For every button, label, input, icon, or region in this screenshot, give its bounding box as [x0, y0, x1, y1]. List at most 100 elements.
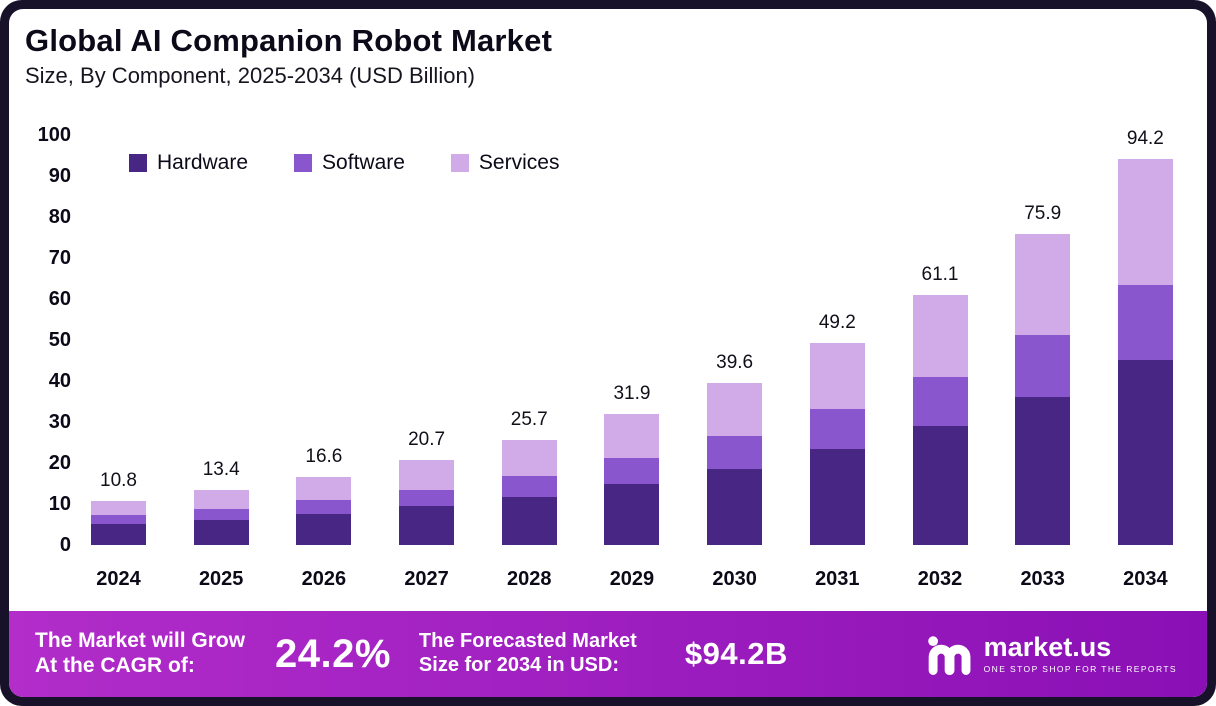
bar-value-label: 20.7: [408, 429, 446, 451]
x-axis-label: 2024: [96, 568, 141, 590]
x-axis-label: 2034: [1123, 568, 1168, 590]
x-axis-label: 2029: [609, 568, 655, 590]
y-axis-tick-label: 10: [48, 493, 71, 515]
y-axis-tick-label: 60: [48, 288, 71, 310]
x-axis-label: 2031: [815, 568, 860, 590]
bar-segment-services: [193, 490, 249, 509]
bar-segment-hardware: [296, 513, 352, 545]
forecast-label: The Forecasted Market Size for 2034 in U…: [418, 630, 637, 676]
cagr-label: The Market will Grow At the CAGR of:: [35, 629, 246, 677]
legend-label: Services: [478, 151, 560, 174]
bar-segment-software: [296, 500, 352, 514]
bar-segment-software: [604, 458, 660, 484]
bar-segment-services: [809, 343, 865, 409]
bar-segment-hardware: [1015, 397, 1071, 545]
chart-title: Global AI Companion Robot Market: [25, 23, 553, 58]
bar-stack: [296, 476, 352, 545]
x-axis-label: 2028: [507, 568, 552, 590]
y-axis-tick-label: 50: [48, 329, 71, 351]
bar-segment-hardware: [399, 506, 455, 545]
legend-label: Hardware: [157, 151, 249, 174]
chart-body: 0 10 20 30 40 50 60 70 80 90 100 Hardware Software S…: [25, 93, 1185, 590]
y-axis-tick-label: 40: [48, 370, 71, 392]
legend-item-hardware: Hardware: [129, 151, 248, 175]
bar-stack: [707, 382, 763, 545]
legend-swatch: [450, 154, 469, 172]
bar-segment-hardware: [809, 449, 865, 545]
legend-item-software: Software: [294, 151, 405, 175]
bar-stack: [399, 460, 455, 545]
bar-segment-software: [809, 408, 865, 450]
bar-column-2027: 20.7 2027: [399, 135, 455, 590]
plot-area: Hardware Software Services 10.8 2024 13.4 202…: [83, 128, 1185, 590]
bar-segment-services: [399, 460, 455, 490]
bar-segment-services: [1015, 233, 1071, 336]
bar-stack: [604, 414, 660, 545]
y-axis-tick-label: 80: [48, 206, 71, 228]
bar-value-label: 16.6: [305, 445, 343, 467]
marketus-logo-icon: [927, 635, 971, 675]
bar-segment-services: [604, 414, 660, 459]
bar-stack: [1117, 158, 1173, 545]
x-axis-label: 2032: [917, 568, 963, 590]
bar-column-2025: 13.4 2025: [193, 135, 249, 590]
bar-segment-hardware: [1117, 359, 1173, 545]
bar-column-2026: 16.6 2026: [296, 135, 352, 590]
chart-section: Global AI Companion Robot Market Size, B…: [9, 9, 1207, 611]
bar-value-label: 10.8: [100, 469, 137, 491]
brand-text: market.us ONE STOP SHOP FOR THE REPORTS: [983, 634, 1177, 675]
y-axis-tick-label: 30: [48, 411, 71, 433]
bar-segment-services: [1117, 158, 1173, 285]
cagr-value: 24.2%: [275, 631, 391, 676]
bar-column-2031: 49.2 2031: [809, 135, 865, 590]
bar-value-label: 75.9: [1024, 202, 1062, 224]
x-axis-label: 2033: [1020, 568, 1065, 590]
bar-value-label: 25.7: [510, 408, 548, 430]
bar-segment-services: [91, 500, 146, 516]
bar-stack: [91, 500, 146, 545]
bar-value-label: 94.2: [1126, 127, 1164, 149]
bar-segment-hardware: [604, 483, 660, 545]
legend-item-services: Services: [450, 151, 560, 175]
y-axis-tick-label: 100: [37, 124, 71, 146]
bar-segment-software: [91, 515, 146, 525]
bar-segment-hardware: [501, 496, 557, 545]
bar-value-label: 61.1: [921, 263, 959, 285]
bar-segment-software: [707, 436, 763, 469]
bar-segment-hardware: [912, 426, 968, 545]
brand: market.us ONE STOP SHOP FOR THE REPORTS: [926, 634, 1177, 675]
bar-segment-hardware: [193, 519, 249, 545]
bar-segment-services: [707, 382, 763, 437]
bar-column-2024: 10.8 2024: [91, 135, 146, 590]
bar-value-label: 39.6: [716, 351, 754, 373]
chart-subtitle: Size, By Component, 2025-2034 (USD Billi…: [25, 63, 476, 88]
brand-tagline: ONE STOP SHOP FOR THE REPORTS: [983, 664, 1177, 674]
bar-segment-software: [912, 376, 968, 427]
bar-segment-services: [501, 439, 557, 476]
bar-segment-services: [296, 476, 352, 501]
y-axis-tick-label: 90: [48, 165, 71, 187]
bar-stack: [809, 343, 865, 545]
legend: Hardware Software Services: [129, 151, 559, 175]
y-axis: 0 10 20 30 40 50 60 70 80 90 100: [25, 124, 83, 556]
bar-value-label: 31.9: [613, 383, 651, 405]
bar-value-label: 13.4: [202, 459, 240, 481]
legend-swatch: [294, 154, 313, 172]
y-axis-tick-label: 70: [48, 247, 71, 269]
bar-column-2030: 39.6 2030: [707, 135, 763, 590]
bar-stack: [1015, 233, 1071, 545]
infographic-card: Global AI Companion Robot Market Size, B…: [9, 9, 1207, 697]
x-axis-label: 2030: [712, 568, 757, 590]
x-axis-label: 2027: [404, 568, 449, 590]
footer-banner: The Market will Grow At the CAGR of: 24.…: [9, 611, 1207, 697]
bar-value-label: 49.2: [818, 312, 856, 334]
bar-column-2034: 94.2 2034: [1117, 128, 1173, 590]
bar-segment-software: [1117, 284, 1173, 360]
bar-segment-software: [399, 489, 455, 507]
bar-column-2033: 75.9 2033: [1015, 135, 1071, 590]
x-axis-label: 2026: [301, 568, 347, 590]
legend-swatch: [129, 154, 147, 172]
bar-segment-hardware: [707, 468, 763, 545]
bar-segment-hardware: [91, 524, 146, 545]
bar-stack: [193, 490, 249, 545]
